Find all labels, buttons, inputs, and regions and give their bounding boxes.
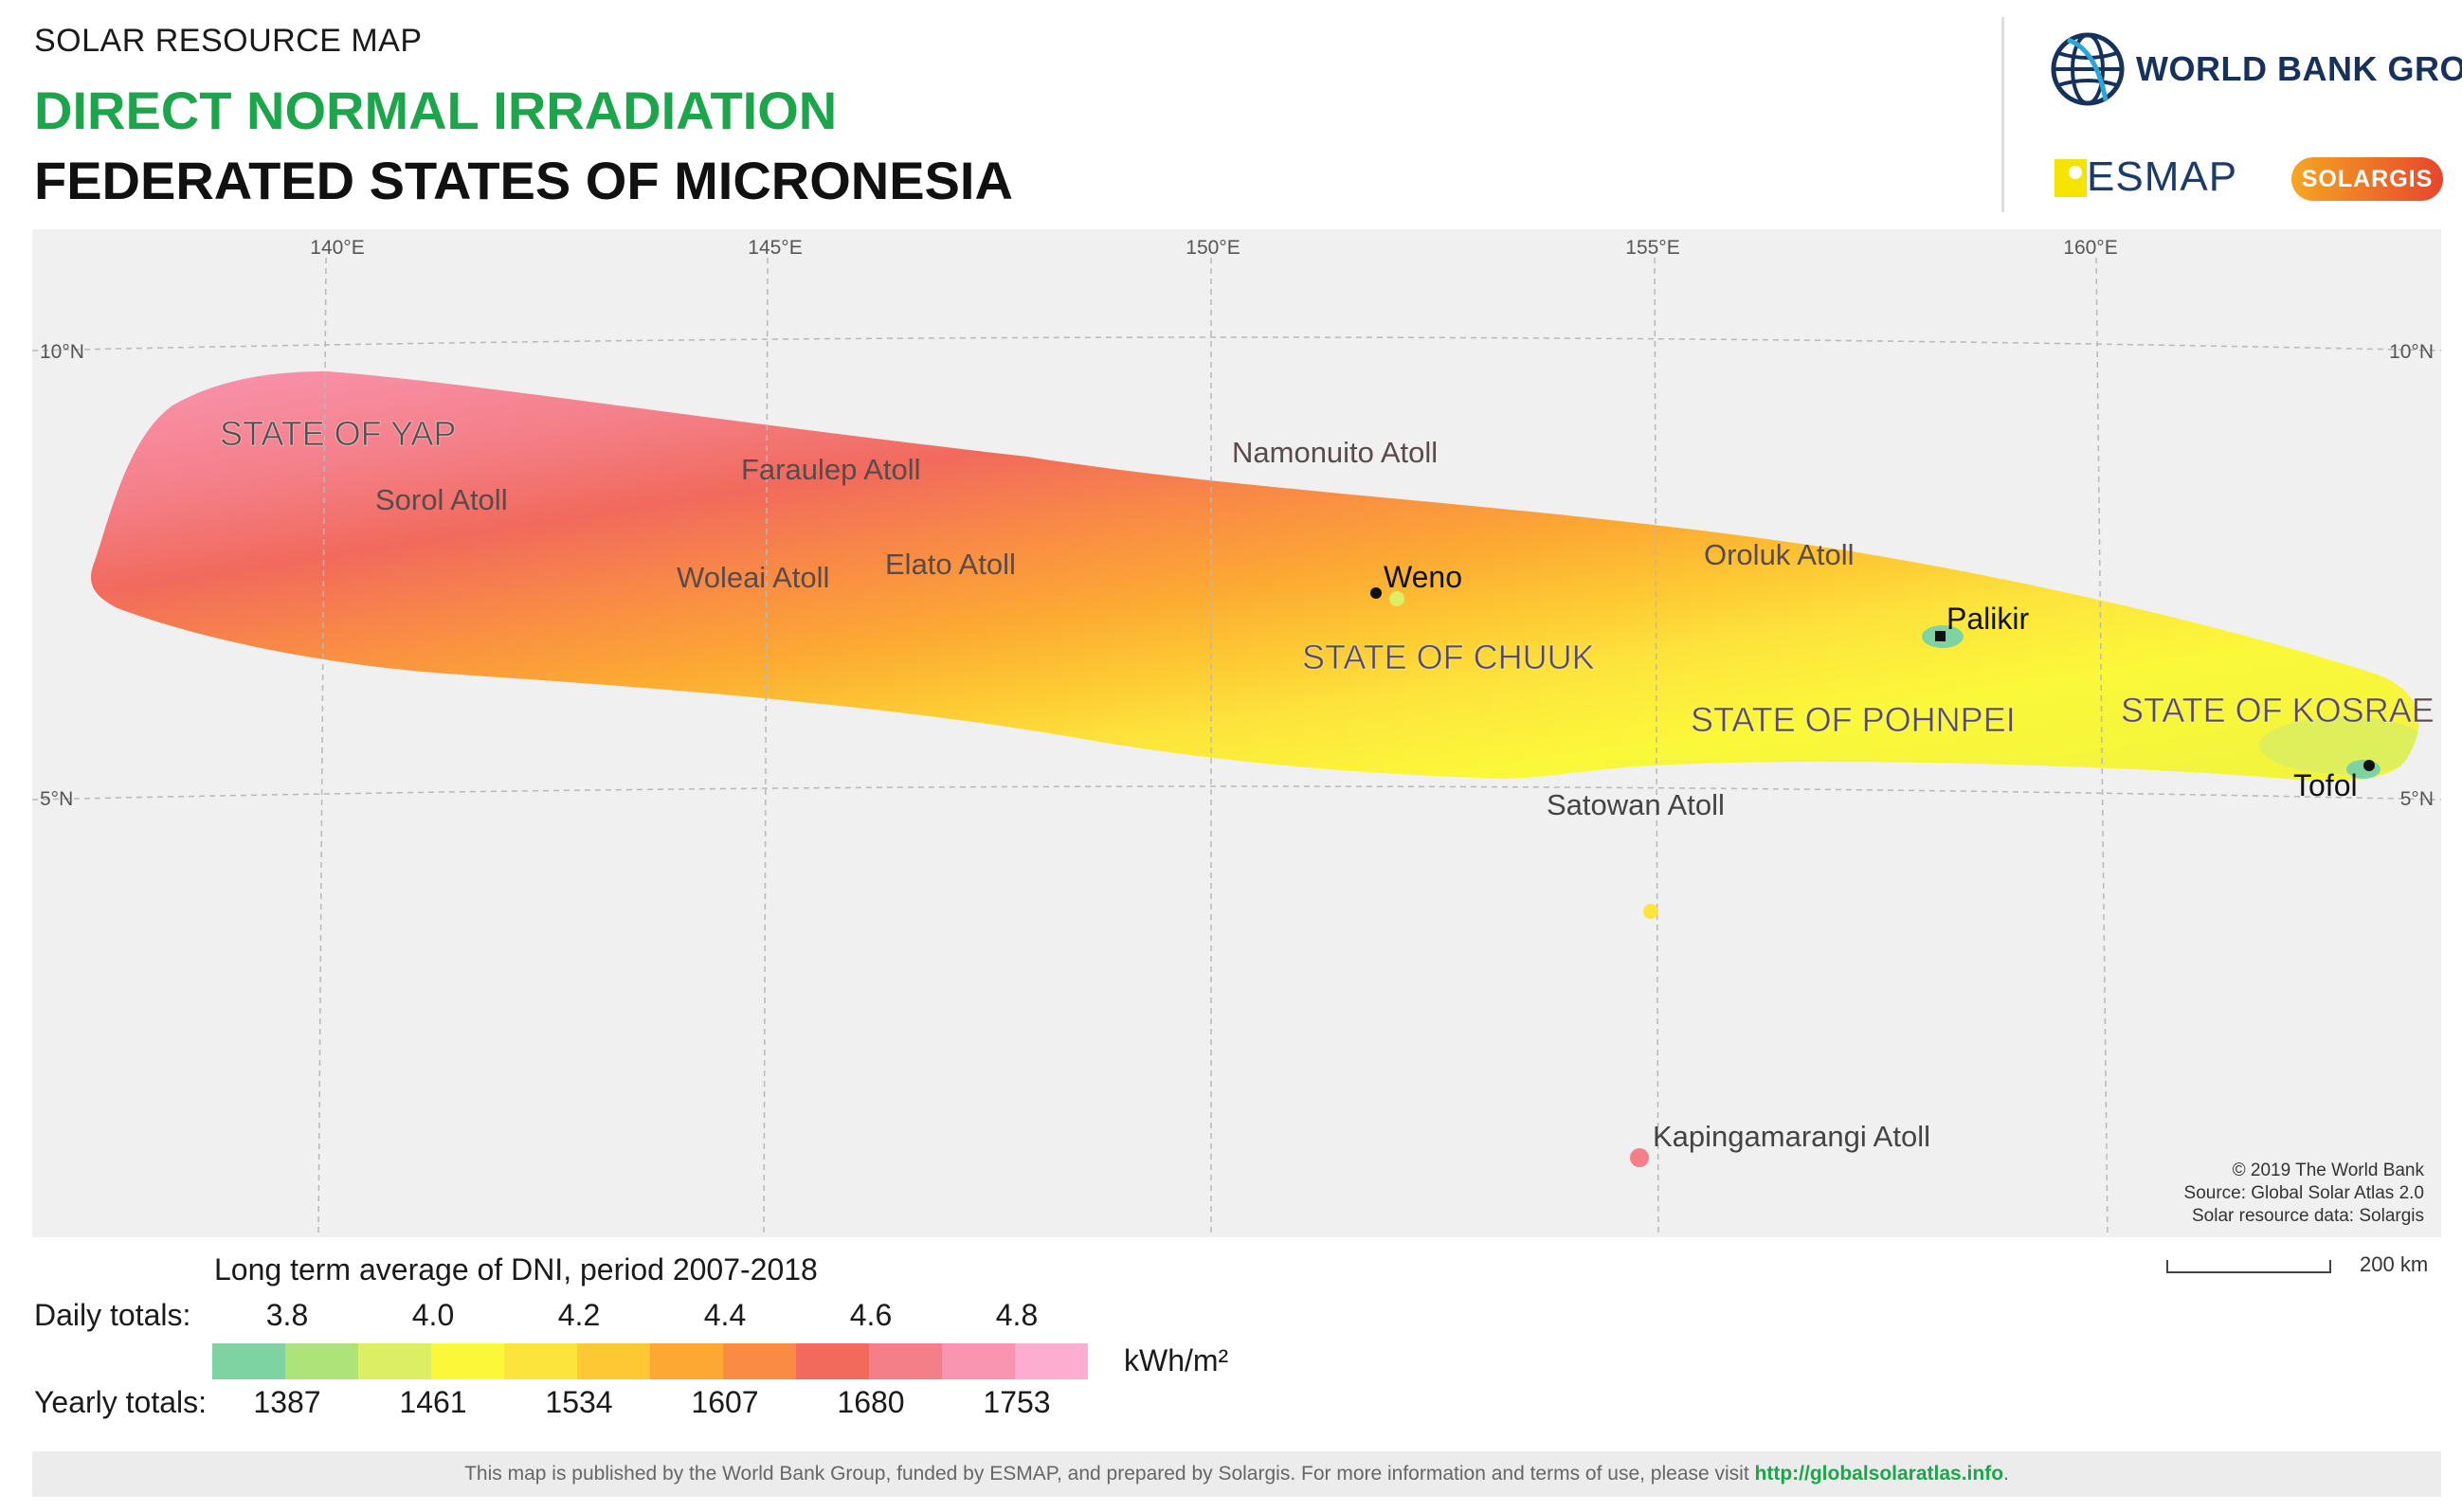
state-label-chuuk: STATE OF CHUUK <box>1302 638 1595 676</box>
place-oroluk: Oroluk Atoll <box>1704 538 1855 571</box>
legend-bin <box>212 1343 285 1379</box>
lon-label-155: 155°E <box>1625 237 1679 259</box>
solargis-text: SOLARGIS <box>2301 166 2434 192</box>
legend-daily-tick: 4.8 <box>995 1298 1039 1332</box>
credit-line: Source: Global Solar Atlas 2.0 <box>2183 1183 2424 1203</box>
place-sorol: Sorol Atoll <box>375 483 508 516</box>
legend-bin <box>285 1343 358 1379</box>
lon-label-160: 160°E <box>2063 237 2117 259</box>
legend-yearly-tick: 1534 <box>545 1385 613 1419</box>
map-category: SOLAR RESOURCE MAP <box>34 23 423 59</box>
legend-yearly-label: Yearly totals: <box>34 1385 208 1419</box>
state-label-yap: STATE OF YAP <box>220 414 456 453</box>
legend-bin <box>650 1343 723 1379</box>
credit-line: © 2019 The World Bank <box>2232 1161 2424 1180</box>
map-title: DIRECT NORMAL IRRADIATION <box>34 81 838 140</box>
map-credit: © 2019 The World Bank Source: Global Sol… <box>2184 1160 2424 1228</box>
scale-label: 200 km <box>2360 1252 2429 1276</box>
place-elato: Elato Atoll <box>885 548 1016 581</box>
legend-color-scale <box>212 1343 1088 1379</box>
legend-yearly-tick: 1387 <box>253 1385 321 1419</box>
sun-icon <box>2055 159 2087 197</box>
legend-yearly-tick: 1607 <box>691 1385 759 1419</box>
legend-bin <box>1015 1343 1088 1379</box>
credit-line: Solar resource data: Solargis <box>2191 1206 2424 1226</box>
legend-bin <box>504 1343 577 1379</box>
legend-unit: kWh/m² <box>1124 1343 1229 1377</box>
footer-end: . <box>2003 1463 2009 1485</box>
lat-label-10-left: 10°N <box>40 341 84 363</box>
legend-bin <box>577 1343 650 1379</box>
place-kapingamarangi: Kapingamarangi Atoll <box>1653 1120 1930 1153</box>
lat-label-5-right: 5°N <box>2400 788 2434 810</box>
legend-yearly-tick: 1753 <box>983 1385 1051 1419</box>
header-divider <box>2001 17 2004 212</box>
city-weno: Weno <box>1384 560 1462 594</box>
legend-bin <box>942 1343 1015 1379</box>
legend-bin <box>723 1343 796 1379</box>
city-markers <box>1370 587 2375 771</box>
legend-daily-tick: 3.8 <box>265 1298 309 1332</box>
esmap-logo: ESMAP <box>2055 153 2254 203</box>
footer-bar: This map is published by the World Bank … <box>32 1451 2441 1497</box>
eez-region <box>90 371 2419 782</box>
world-bank-text: WORLD BANK GROUP <box>2136 49 2462 88</box>
map-panel: 140°E 145°E 150°E 155°E 160°E 10°N 10°N … <box>32 229 2441 1237</box>
lat-label-5-left: 5°N <box>40 788 73 810</box>
place-namonuito: Namonuito Atoll <box>1232 436 1438 469</box>
lon-label-150: 150°E <box>1186 237 1240 259</box>
legend-daily-tick: 4.4 <box>703 1298 747 1332</box>
country-name: FEDERATED STATES OF MICRONESIA <box>34 151 1013 210</box>
city-palikir: Palikir <box>1946 602 2029 636</box>
legend-daily-label: Daily totals: <box>34 1298 191 1332</box>
legend-bin <box>869 1343 942 1379</box>
lon-label-140: 140°E <box>310 237 364 259</box>
legend-daily-tick: 4.6 <box>849 1298 893 1332</box>
place-satowan: Satowan Atoll <box>1547 788 1725 821</box>
footer-link[interactable]: http://globalsolaratlas.info <box>1754 1463 2004 1485</box>
lat-label-10-right: 10°N <box>2389 341 2434 363</box>
legend-bin <box>796 1343 869 1379</box>
legend-yearly-tick: 1461 <box>399 1385 467 1419</box>
globe-icon <box>2051 32 2125 106</box>
graticule <box>32 257 2441 1237</box>
legend-title: Long term average of DNI, period 2007-20… <box>214 1252 818 1287</box>
state-label-kosrae: STATE OF KOSRAE <box>2121 691 2435 729</box>
world-bank-logo: WORLD BANK GROUP <box>2049 30 2462 112</box>
state-label-pohnpei: STATE OF POHNPEI <box>1691 700 2016 739</box>
footer-text: This map is published by the World Bank … <box>464 1463 1749 1485</box>
solargis-logo: SOLARGIS <box>2291 157 2443 201</box>
place-faraulep: Faraulep Atoll <box>741 453 921 486</box>
map-svg: 140°E 145°E 150°E 155°E 160°E 10°N 10°N … <box>32 237 2441 1237</box>
scale-bar-line <box>2166 1260 2331 1273</box>
esmap-text: ESMAP <box>2087 153 2238 200</box>
legend-bin <box>431 1343 504 1379</box>
city-tofol: Tofol <box>2293 768 2358 802</box>
legend-daily-tick: 4.2 <box>557 1298 601 1332</box>
lon-label-145: 145°E <box>748 237 802 259</box>
legend-bin <box>358 1343 431 1379</box>
legend-daily-tick: 4.0 <box>411 1298 455 1332</box>
legend-yearly-tick: 1680 <box>837 1385 905 1419</box>
scale-bar: 200 km <box>2166 1252 2441 1290</box>
place-woleai: Woleai Atoll <box>677 561 829 594</box>
